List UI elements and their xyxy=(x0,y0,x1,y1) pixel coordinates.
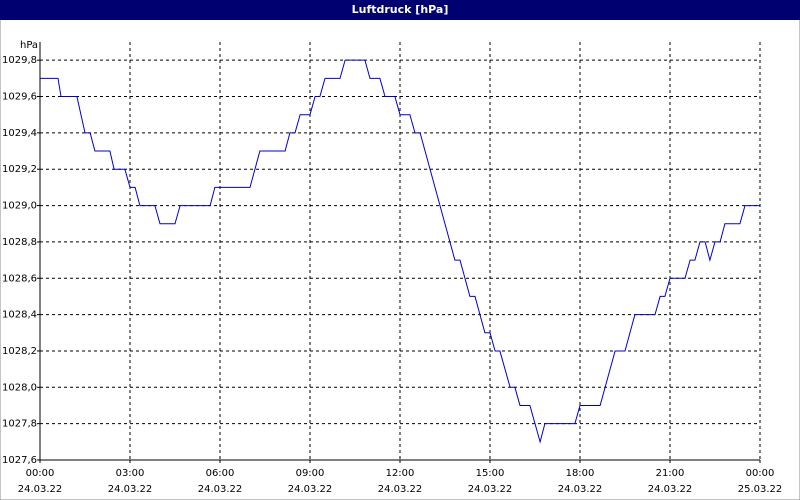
x-tick-date: 24.03.22 xyxy=(648,484,693,495)
x-tick-date: 24.03.22 xyxy=(378,484,423,495)
x-tick-date: 24.03.22 xyxy=(108,484,153,495)
x-tick-date: 24.03.22 xyxy=(288,484,333,495)
x-tick-date: 24.03.22 xyxy=(18,484,63,495)
x-tick-label: 03:00 xyxy=(116,468,145,479)
x-tick-label: 21:00 xyxy=(656,468,685,479)
y-tick-label: 1029,0 xyxy=(2,201,37,212)
x-tick-date: 24.03.22 xyxy=(198,484,243,495)
chart-title: Luftdruck [hPa] xyxy=(352,3,449,16)
y-tick-label: 1027,6 xyxy=(2,455,37,466)
y-tick-label: 1028,4 xyxy=(2,310,37,321)
x-tick-label: 15:00 xyxy=(476,468,505,479)
y-tick-label: 1029,6 xyxy=(2,92,37,103)
x-tick-date: 25.03.22 xyxy=(738,484,783,495)
y-tick-label: 1029,2 xyxy=(2,164,37,175)
x-tick-label: 18:00 xyxy=(566,468,595,479)
x-tick-label: 12:00 xyxy=(386,468,415,479)
y-tick-label: 1029,8 xyxy=(2,55,37,66)
x-tick-date: 24.03.22 xyxy=(558,484,603,495)
y-tick-label: 1028,2 xyxy=(2,346,37,357)
y-unit: hPa xyxy=(20,40,38,51)
x-tick-label: 06:00 xyxy=(206,468,235,479)
x-tick-label: 00:00 xyxy=(746,468,775,479)
x-tick-label: 00:00 xyxy=(26,468,55,479)
y-tick-label: 1027,8 xyxy=(2,419,37,430)
line xyxy=(40,59,760,444)
x-tick-label: 09:00 xyxy=(296,468,325,479)
y-tick-label: 1029,4 xyxy=(2,128,37,139)
title-bar xyxy=(0,0,800,20)
y-tick-label: 1028,8 xyxy=(2,237,37,248)
y-tick-label: 1028,0 xyxy=(2,382,37,393)
x-tick-date: 24.03.22 xyxy=(468,484,513,495)
y-tick-label: 1028,6 xyxy=(2,273,37,284)
